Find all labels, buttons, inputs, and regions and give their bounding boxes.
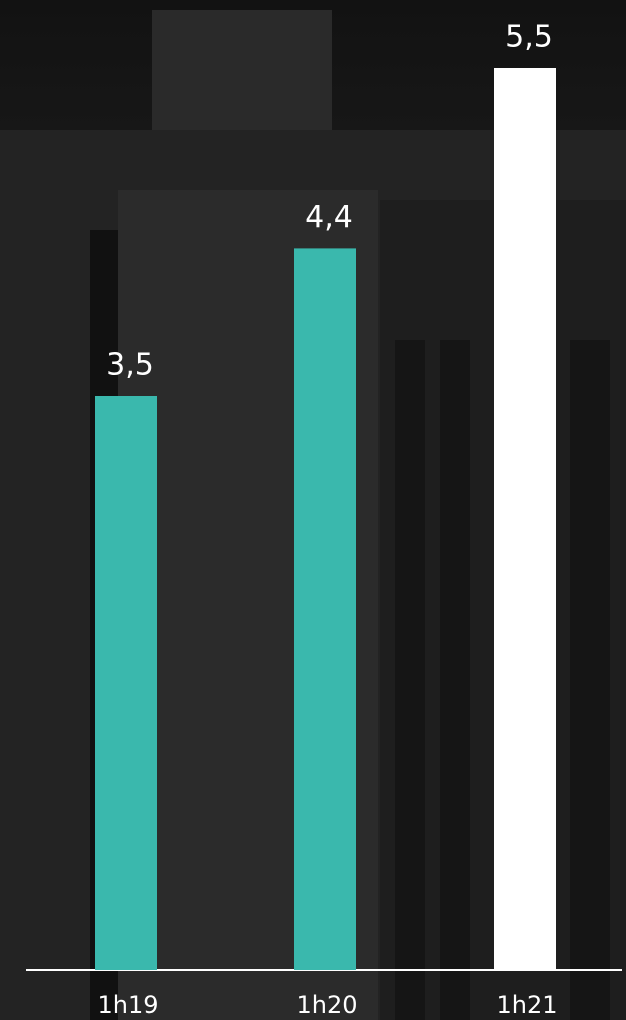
x-tick-label: 1h20 (296, 991, 357, 1019)
bar (95, 396, 157, 970)
value-label: 3,5 (106, 348, 154, 383)
value-label: 5,5 (505, 20, 553, 55)
value-label: 4,4 (305, 200, 353, 235)
x-tick-label: 1h19 (97, 991, 158, 1019)
x-tick-label: 1h21 (496, 991, 557, 1019)
bar (494, 68, 556, 970)
bar (294, 248, 356, 970)
